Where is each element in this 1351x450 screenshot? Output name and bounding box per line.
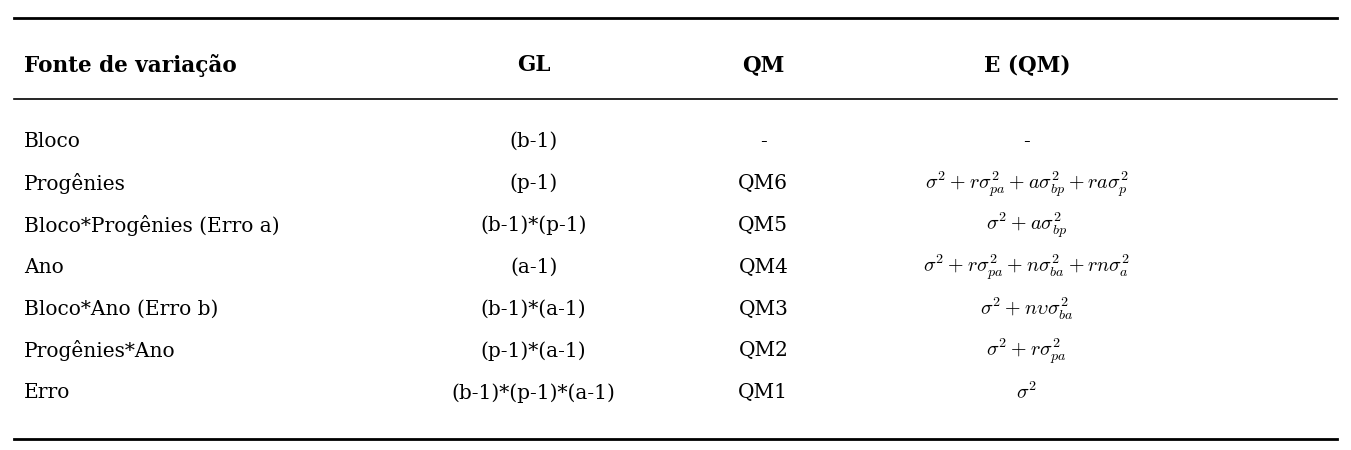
Text: (b-1)*(a-1): (b-1)*(a-1) [481,300,586,319]
Text: $\sigma^2$: $\sigma^2$ [1016,382,1038,403]
Text: QM6: QM6 [738,174,789,193]
Text: Progênies: Progênies [24,173,126,194]
Text: QM: QM [742,54,785,76]
Text: (a-1): (a-1) [509,258,558,277]
Text: Ano: Ano [24,258,63,277]
Text: Bloco*Progênies (Erro a): Bloco*Progênies (Erro a) [24,215,280,236]
Text: (p-1): (p-1) [509,174,558,194]
Text: Progênies*Ano: Progênies*Ano [24,341,176,361]
Text: $\sigma^2 + r\sigma_{pa}^2 + n\sigma_{ba}^2 + rn\sigma_a^2$: $\sigma^2 + r\sigma_{pa}^2 + n\sigma_{ba… [923,252,1131,282]
Text: Erro: Erro [24,383,70,402]
Text: QM3: QM3 [739,300,788,319]
Text: $\sigma^2 + n\upsilon\sigma_{ba}^2$: $\sigma^2 + n\upsilon\sigma_{ba}^2$ [979,296,1074,323]
Text: Bloco: Bloco [24,132,81,151]
Text: Bloco*Ano (Erro b): Bloco*Ano (Erro b) [24,300,219,319]
Text: (p-1)*(a-1): (p-1)*(a-1) [481,341,586,361]
Text: Fonte de variação: Fonte de variação [24,54,236,77]
Text: $\sigma^2 + a\sigma_{bp}^2$: $\sigma^2 + a\sigma_{bp}^2$ [986,211,1067,240]
Text: QM4: QM4 [739,258,788,277]
Text: (b-1)*(p-1): (b-1)*(p-1) [481,216,586,235]
Text: (b-1)*(p-1)*(a-1): (b-1)*(p-1)*(a-1) [451,383,616,403]
Text: QM1: QM1 [738,383,789,402]
Text: $\sigma^2 + r\sigma_{pa}^2 + a\sigma_{bp}^2 + ra\sigma_p^2$: $\sigma^2 + r\sigma_{pa}^2 + a\sigma_{bp… [925,169,1128,198]
Text: GL: GL [517,54,550,76]
Text: (b-1): (b-1) [509,132,558,151]
Text: -: - [761,132,766,151]
Text: QM5: QM5 [738,216,789,235]
Text: $\sigma^2 + r\sigma_{pa}^2$: $\sigma^2 + r\sigma_{pa}^2$ [986,336,1067,366]
Text: -: - [1024,132,1029,151]
Text: QM2: QM2 [739,342,788,360]
Text: E (QM): E (QM) [984,54,1070,76]
